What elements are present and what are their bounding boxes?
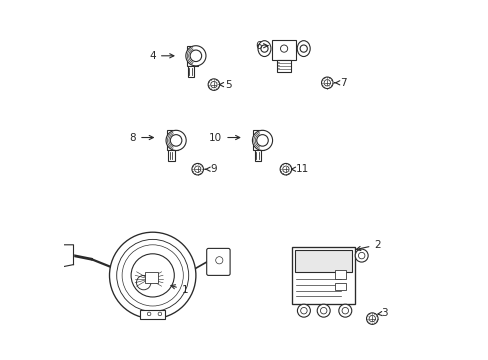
Bar xyxy=(187,66,194,77)
Circle shape xyxy=(215,257,223,264)
Circle shape xyxy=(324,80,330,86)
Text: 1: 1 xyxy=(171,285,188,295)
Circle shape xyxy=(282,166,288,172)
Bar xyxy=(168,150,174,161)
Circle shape xyxy=(366,313,377,324)
Circle shape xyxy=(320,307,326,314)
FancyBboxPatch shape xyxy=(206,248,230,275)
Circle shape xyxy=(252,130,272,150)
Circle shape xyxy=(190,50,201,62)
Text: 2: 2 xyxy=(356,240,380,251)
Circle shape xyxy=(300,45,306,52)
Text: 7: 7 xyxy=(334,78,346,88)
Text: 6: 6 xyxy=(254,41,267,51)
Bar xyxy=(335,270,346,279)
Circle shape xyxy=(297,304,310,317)
Text: 9: 9 xyxy=(204,164,217,174)
Circle shape xyxy=(280,45,287,52)
Ellipse shape xyxy=(258,41,270,57)
Circle shape xyxy=(358,252,364,259)
Circle shape xyxy=(342,307,348,314)
Bar xyxy=(294,250,351,272)
Polygon shape xyxy=(55,245,73,268)
Circle shape xyxy=(208,79,219,90)
Circle shape xyxy=(192,163,203,175)
Bar xyxy=(140,310,164,319)
Circle shape xyxy=(185,46,205,66)
Circle shape xyxy=(280,163,291,175)
Text: 5: 5 xyxy=(219,80,231,90)
Circle shape xyxy=(194,166,201,172)
Circle shape xyxy=(354,249,367,262)
Bar xyxy=(254,150,261,161)
Circle shape xyxy=(170,135,182,146)
Bar xyxy=(186,46,197,66)
Circle shape xyxy=(136,275,151,290)
Bar xyxy=(272,40,295,60)
Bar xyxy=(292,247,354,304)
Circle shape xyxy=(131,254,174,297)
Circle shape xyxy=(321,77,332,89)
Text: 3: 3 xyxy=(377,308,387,318)
Circle shape xyxy=(300,307,306,314)
Text: 11: 11 xyxy=(291,164,308,174)
Bar xyxy=(276,60,291,72)
Circle shape xyxy=(260,45,267,52)
Circle shape xyxy=(338,304,351,317)
Circle shape xyxy=(109,232,196,319)
Text: 4: 4 xyxy=(149,51,174,61)
Bar xyxy=(167,130,178,150)
Text: 10: 10 xyxy=(209,132,239,143)
Circle shape xyxy=(317,304,329,317)
Bar xyxy=(145,272,158,283)
Bar xyxy=(335,283,346,290)
Ellipse shape xyxy=(297,41,309,57)
Circle shape xyxy=(166,130,186,150)
Text: 8: 8 xyxy=(129,132,153,143)
Circle shape xyxy=(256,135,268,146)
Circle shape xyxy=(158,312,162,316)
Circle shape xyxy=(147,312,151,316)
Circle shape xyxy=(210,81,217,88)
Bar xyxy=(253,130,264,150)
Circle shape xyxy=(368,315,375,322)
